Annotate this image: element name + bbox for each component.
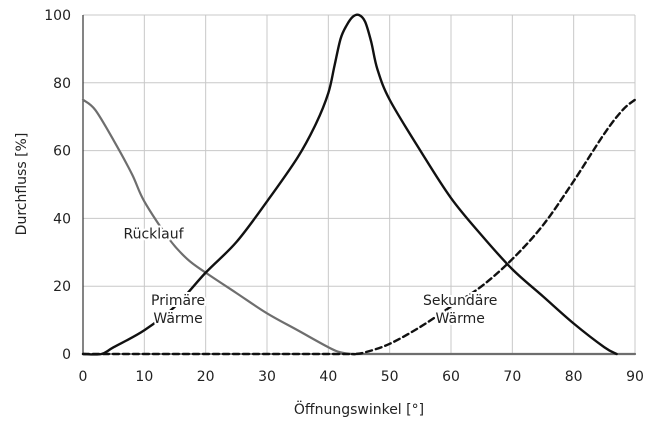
- x-tick-label: 70: [503, 369, 521, 385]
- y-tick-label: 0: [62, 347, 71, 363]
- x-tick-label: 10: [135, 369, 153, 385]
- y-tick-label: 40: [53, 211, 71, 227]
- x-tick-label: 0: [79, 369, 88, 385]
- y-axis-label: Durchfluss [%]: [14, 133, 30, 236]
- annotation-sekundaer_label: Sekundäre: [423, 293, 497, 309]
- x-tick-label: 80: [565, 369, 583, 385]
- y-tick-label: 60: [53, 144, 71, 160]
- annotation-primaer_label: Wärme: [153, 311, 202, 327]
- x-tick-label: 60: [442, 369, 460, 385]
- y-tick-label: 100: [44, 8, 71, 24]
- x-tick-label: 90: [626, 369, 644, 385]
- tick-labels: 0 10 20 30 40 50 60 70 80 90 0 20 40 60 80 100: [44, 8, 644, 385]
- x-axis-label: Öffnungswinkel [°]: [294, 400, 424, 418]
- y-tick-label: 80: [53, 76, 71, 92]
- series-line-ruecklauf: [81, 98, 637, 356]
- series-line-primaer: [81, 13, 618, 356]
- x-tick-label: 40: [319, 369, 337, 385]
- annotation-sekundaer_label: Wärme: [436, 311, 485, 327]
- series-lines: [81, 13, 637, 356]
- x-tick-label: 50: [381, 369, 399, 385]
- annotation-ruecklauf_label: Rücklauf: [124, 227, 185, 243]
- x-tick-label: 30: [258, 369, 276, 385]
- y-tick-label: 20: [53, 279, 71, 295]
- x-tick-label: 20: [197, 369, 215, 385]
- series-line-sekundaer: [81, 98, 637, 356]
- annotations: Rücklauf Primäre Wärme Sekundäre Wärme: [122, 225, 500, 329]
- annotation-primaer_label: Primäre: [151, 293, 205, 309]
